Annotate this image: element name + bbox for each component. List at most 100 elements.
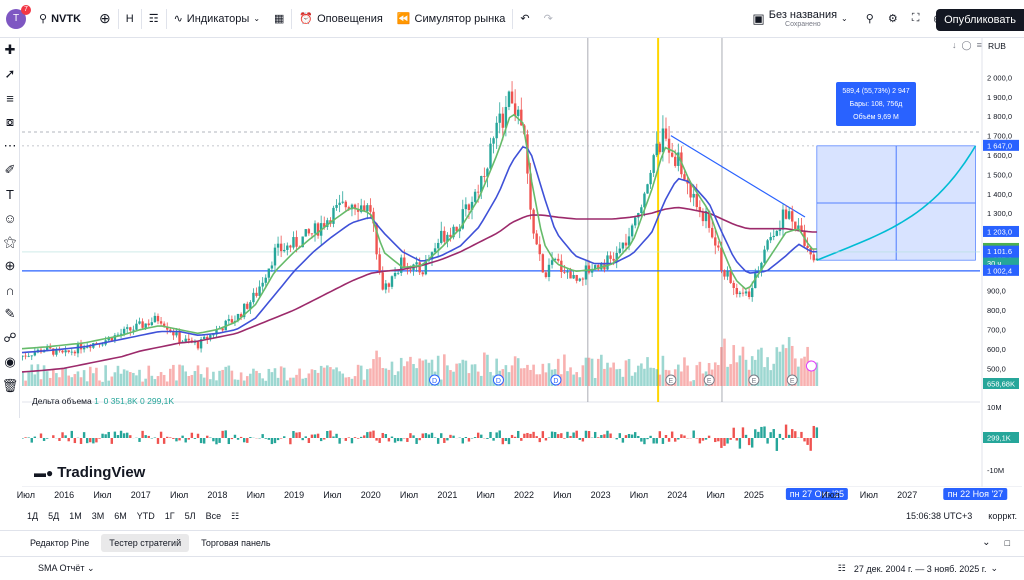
range-button[interactable]: YTD: [136, 511, 155, 521]
candle-body: [766, 240, 769, 250]
currency-label[interactable]: RUB: [988, 41, 1006, 51]
volume-bar: [384, 368, 388, 386]
delta-bar: [544, 438, 548, 441]
price-chart[interactable]: D D D E E E E 2 000,0 1 900,0 1 800,0 1 700,0 1 600…: [22, 38, 1022, 487]
watermark-text: TradingView: [57, 464, 146, 481]
volume-bar: [658, 374, 662, 386]
tab-pine-editor[interactable]: Редактор Pine: [30, 537, 90, 548]
volume-bar: [467, 373, 471, 386]
crosshair-icon[interactable]: ✚: [4, 42, 16, 57]
text-icon[interactable]: T: [6, 186, 14, 202]
symbol-search[interactable]: ⚲ NVTK: [32, 5, 92, 33]
brush-icon[interactable]: ✐: [4, 162, 16, 177]
divider: [117, 8, 119, 29]
interval-button[interactable]: H: [119, 5, 141, 33]
chevron-down-icon[interactable]: ⌄: [990, 563, 998, 573]
delta-bar: [184, 438, 187, 443]
range-button[interactable]: 3М: [91, 511, 105, 521]
volume-bar: [732, 345, 736, 386]
draw-mode-icon[interactable]: ✎: [4, 306, 16, 321]
time-axis[interactable]: Июл 2016 Июл 2017 Июл 2018 Июл 2019 Июл 2020 Июл 20…: [17, 487, 1008, 503]
volume-bar: [507, 372, 511, 386]
delta-bar: [384, 434, 388, 438]
collapse-icon[interactable]: ⌄: [982, 537, 991, 548]
replay-button[interactable]: ⏪ Симулятор рынка: [390, 5, 513, 33]
fullscreen-button[interactable]: ⛶: [905, 5, 927, 33]
chart-type-button[interactable]: ☶: [142, 5, 166, 33]
volume-bar: [147, 365, 151, 386]
redo-button[interactable]: ↷: [537, 5, 560, 33]
range-button[interactable]: 1Д: [27, 511, 39, 521]
volume-bar: [273, 368, 277, 386]
report-selector[interactable]: SMA Отчёт ⌄: [38, 563, 95, 574]
emoji-icon[interactable]: ☺: [3, 210, 17, 226]
delta-bar: [707, 435, 711, 438]
magnet-icon[interactable]: ∩: [5, 282, 15, 298]
settings-button[interactable]: ⚙: [881, 5, 905, 33]
undo-button[interactable]: ↶: [513, 5, 536, 33]
publish-button[interactable]: Опубликовать: [936, 9, 1024, 31]
volume-bar: [221, 369, 224, 386]
volume-bar: [98, 380, 101, 386]
lock-icon[interactable]: ☍: [3, 330, 17, 345]
trash-icon[interactable]: 🗑: [1, 378, 19, 393]
trend-line-icon[interactable]: ➚: [4, 66, 16, 81]
delta-bar: [560, 433, 563, 438]
range-button[interactable]: 1М: [69, 511, 82, 521]
delta-bar: [175, 438, 178, 442]
quick-search-button[interactable]: ⚲: [859, 5, 881, 33]
range-button[interactable]: 5Д: [48, 511, 60, 521]
indicators-button[interactable]: ∿ Индикаторы ⌄: [167, 5, 267, 33]
calendar-icon[interactable]: ☷: [231, 510, 240, 521]
delta-bar: [646, 438, 649, 440]
candle-body: [184, 338, 187, 342]
volume-bar: [344, 377, 348, 386]
range-button[interactable]: 1Г: [164, 511, 175, 521]
volume-bar: [713, 362, 717, 386]
alerts-button[interactable]: ⏰ Оповещения: [292, 5, 389, 33]
axis-settings[interactable]: ↓ ◯ ≡: [952, 40, 982, 50]
chevron-down-icon: ⌄: [841, 14, 848, 23]
tab-trading-panel[interactable]: Торговая панель: [201, 537, 271, 548]
templates-button[interactable]: ▦: [267, 5, 291, 33]
eye-icon[interactable]: ◉: [4, 354, 16, 369]
volume-bar: [162, 374, 166, 386]
time-tick-label: 2022: [513, 490, 534, 500]
volume-bar: [590, 358, 594, 386]
delta-bar: [126, 432, 129, 438]
delta-bar: [778, 433, 782, 438]
fib-icon[interactable]: ⋯: [3, 138, 17, 153]
maximize-icon[interactable]: □: [1004, 537, 1010, 548]
volume-bar: [298, 368, 301, 386]
compare-button[interactable]: ⊕: [92, 5, 118, 33]
delta-bar: [809, 438, 812, 451]
tab-strategy-tester[interactable]: Тестер стратегий: [101, 533, 190, 552]
candle-body: [82, 347, 86, 350]
volume-bar: [184, 371, 187, 386]
date-range[interactable]: 27 дек. 2004 г. — 3 нояб. 2025 г.: [853, 563, 987, 574]
volume-bar: [119, 373, 123, 386]
range-button[interactable]: Все: [205, 511, 222, 521]
adjust-toggle[interactable]: корркт.: [988, 511, 1017, 521]
clock-readout[interactable]: 15:06:38 UTC+3: [905, 511, 973, 521]
delta-bar: [246, 438, 249, 443]
candle-body: [760, 262, 763, 272]
calendar-icon[interactable]: ☷: [837, 563, 846, 573]
candle-body: [76, 343, 80, 354]
range-button[interactable]: 5Л: [184, 511, 196, 521]
pitchfork-icon[interactable]: ⧇: [5, 114, 15, 129]
layout-button[interactable]: ▣ Без названия Сохранено ⌄: [745, 5, 854, 33]
delta-bar: [517, 430, 520, 438]
candle-body: [110, 337, 114, 342]
time-tick-label: 2024: [667, 490, 688, 500]
zoom-in-icon[interactable]: ⊕: [4, 258, 16, 273]
range-button[interactable]: 6М: [114, 511, 127, 521]
volume-bar: [85, 381, 89, 386]
horizontal-lines-icon[interactable]: ≡: [6, 90, 14, 106]
ruler-icon[interactable]: ⚝: [3, 234, 17, 249]
delta-bar: [169, 437, 172, 438]
price-tick-label: 1 900,0: [987, 93, 1012, 102]
candle-body: [372, 211, 375, 224]
layout-icon: ▣: [752, 10, 765, 26]
